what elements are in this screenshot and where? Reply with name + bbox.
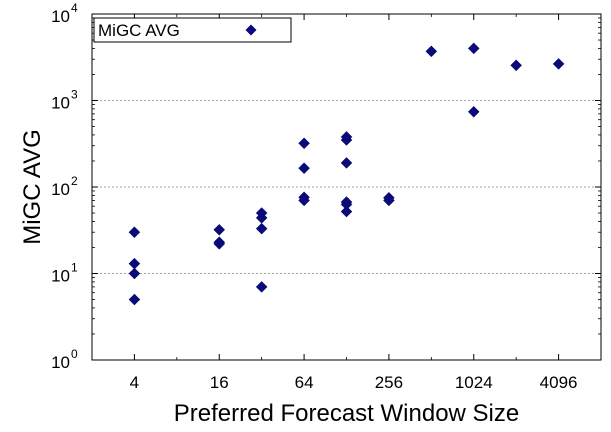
- data-point: [467, 42, 480, 55]
- y-tick-exponent: 4: [71, 1, 78, 15]
- y-tick-label: 10: [51, 267, 70, 286]
- data-point: [128, 257, 141, 270]
- x-tick-label: 256: [375, 373, 403, 392]
- data-point: [510, 59, 523, 72]
- legend: MiGC AVG: [93, 17, 292, 43]
- data-point: [255, 281, 268, 293]
- y-tick-exponent: 1: [71, 261, 78, 275]
- data-point: [128, 267, 141, 280]
- data-point: [128, 226, 141, 239]
- y-tick-exponent: 0: [71, 347, 78, 361]
- legend-label: MiGC AVG: [98, 21, 180, 40]
- data-point: [383, 194, 395, 207]
- x-tick-label: 16: [210, 373, 229, 392]
- legend-marker: [245, 24, 257, 36]
- data-point: [467, 105, 480, 118]
- points-layer: [128, 42, 565, 306]
- data-point: [340, 134, 353, 146]
- data-point: [298, 162, 310, 175]
- x-tick-label: 64: [295, 373, 314, 392]
- y-tick-label: 10: [51, 7, 70, 26]
- data-point: [340, 157, 353, 169]
- data-point: [213, 223, 226, 236]
- y-tick-exponent: 2: [71, 174, 78, 188]
- y-tick-label: 10: [51, 353, 70, 372]
- x-axis-title: Preferred Forecast Window Size: [174, 400, 519, 427]
- data-point: [340, 205, 353, 218]
- x-tick-label: 1024: [455, 373, 493, 392]
- data-point: [298, 194, 310, 207]
- ticks-layer: 10 010 110 210 310 44 16 64 256 1024 4096: [51, 1, 602, 392]
- grid-layer: [92, 100, 601, 274]
- y-tick-label: 10: [51, 94, 70, 113]
- y-tick-label: 10: [51, 180, 70, 199]
- x-tick-label: 4096: [540, 373, 578, 392]
- data-point: [213, 238, 226, 250]
- x-tick-label: 4: [130, 373, 139, 392]
- y-tick-exponent: 3: [71, 88, 78, 102]
- data-point: [298, 137, 310, 150]
- data-point: [552, 58, 565, 70]
- data-point: [128, 293, 141, 306]
- data-point: [255, 222, 268, 235]
- legend-box: [93, 17, 292, 43]
- y-axis-title: MiGC AVG: [19, 129, 46, 245]
- data-point: [425, 45, 438, 58]
